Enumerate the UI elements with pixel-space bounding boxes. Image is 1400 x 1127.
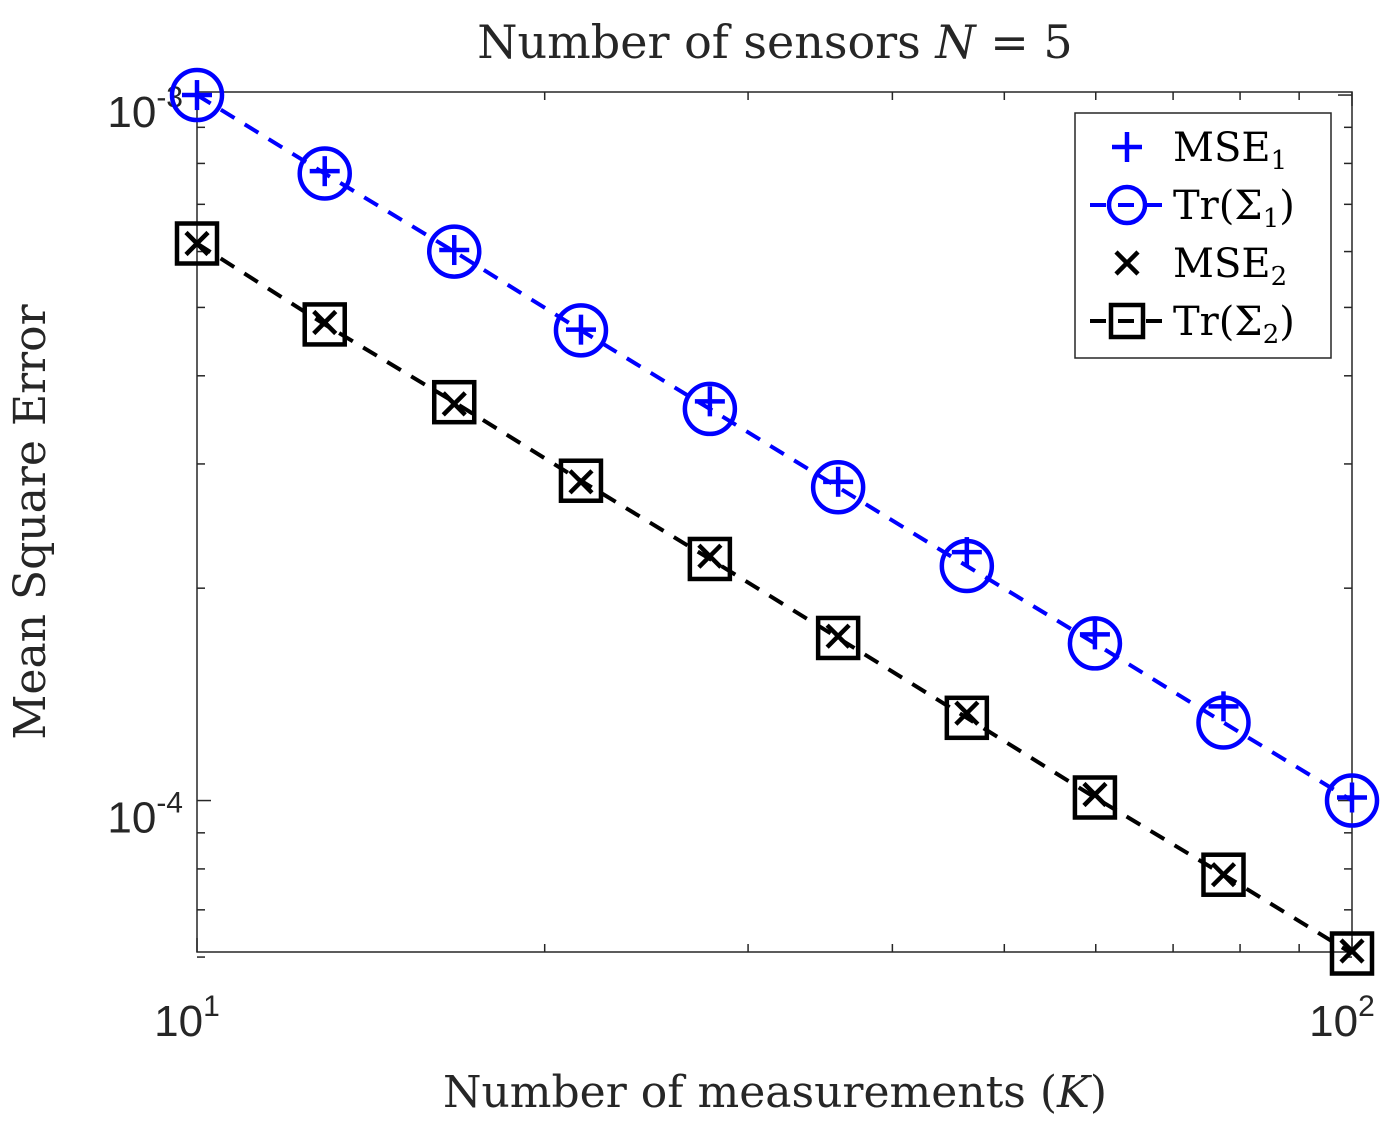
data-point-series-3 [568,469,594,495]
data-point-series-1 [565,314,596,345]
data-point-series-1 [1337,782,1367,813]
data-point-series-4 [1329,931,1375,976]
data-point-series-2 [1196,695,1251,750]
data-point-series-4 [1072,775,1118,820]
legend-label: MSE2 [1173,241,1287,292]
data-point-series-2 [810,460,866,515]
chart-title: Number of sensors N = 5 [477,15,1072,69]
data-point-series-2 [553,303,609,358]
data-point-series-3 [1210,862,1237,888]
x-axis-label: Number of measurements (K) [443,1067,1107,1118]
y-axis-label: Mean Square Error [5,303,56,739]
legend-entry: MSE1 [1112,125,1287,176]
data-point-series-1 [309,156,340,187]
legend-label: MSE1 [1173,125,1287,176]
data-point-series-2 [426,224,482,279]
data-point-series-2 [297,146,352,201]
data-point-series-3 [1339,938,1365,964]
x-tick-label: 102 [1309,990,1375,1046]
data-point-series-3 [954,700,980,726]
data-point-series-4 [174,221,220,266]
data-point-series-2 [1324,773,1380,828]
series-line-2 [195,93,1354,803]
legend-marker [1112,132,1142,162]
data-point-series-4 [302,302,347,347]
y-tick-label: 10-4 [107,787,183,843]
data-point-series-4 [944,695,990,741]
y-tick-label: 10-3 [107,81,183,137]
data-point-series-1 [182,80,212,111]
x-tick-label: 101 [154,990,220,1046]
data-point-series-4 [815,615,861,661]
data-point-series-1 [694,386,725,417]
axes-box [196,91,1353,953]
legend-box [1074,112,1332,359]
series-line-4 [195,241,1354,956]
legend-marker [1108,302,1146,340]
data-point-series-2 [939,538,995,594]
legend-entry: MSE2 [1114,241,1287,292]
legend-label: Tr(Σ1) [1173,183,1295,234]
legend-marker [1106,184,1148,226]
legend-marker [1114,250,1140,276]
data-point-series-3 [441,391,467,417]
data-point-series-1 [823,466,854,497]
plot-area: 101 102 10-4 10-3 [107,67,1380,1046]
data-point-series-2 [1067,616,1123,671]
legend-entry: Tr(Σ2) [1090,299,1295,350]
data-point-series-3 [184,230,210,257]
data-point-series-3 [1082,781,1108,808]
data-point-series-2 [169,67,225,123]
data-point-series-1 [1079,619,1110,650]
legend-entry: Tr(Σ1) [1090,183,1295,234]
data-point-series-4 [1201,852,1246,897]
data-point-series-3 [697,543,723,569]
data-point-series-4 [558,458,604,503]
legend-label: Tr(Σ2) [1173,299,1295,350]
data-point-series-3 [825,623,851,649]
legend: MSE1 Tr(Σ1) MSE2 Tr(Σ2) [1074,112,1332,359]
data-point-series-1 [439,235,470,266]
data-point-series-2 [682,381,738,437]
data-point-series-4 [431,379,477,425]
data-point-series-4 [687,536,733,582]
data-point-series-3 [312,309,338,336]
